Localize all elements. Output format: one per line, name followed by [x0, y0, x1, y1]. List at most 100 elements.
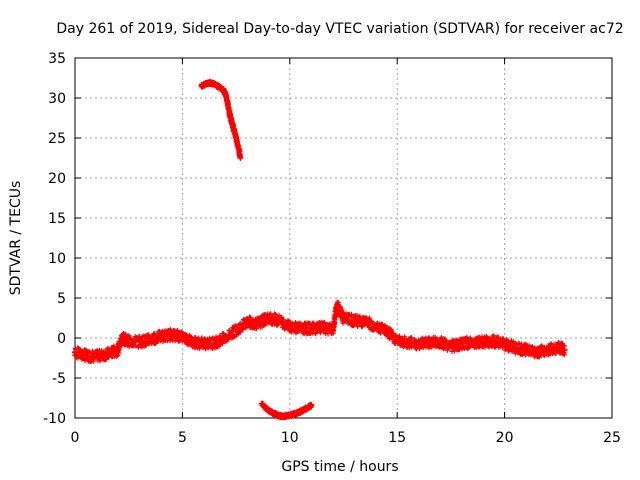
data-point: [394, 337, 401, 344]
data-point: [271, 411, 278, 417]
data-point: [207, 340, 213, 346]
data-point: [220, 87, 227, 93]
y-tick-label: 5: [57, 291, 66, 307]
y-tick-label: 30: [48, 91, 66, 107]
data-point: [253, 326, 259, 332]
data-point: [533, 349, 540, 356]
data-point: [119, 335, 126, 341]
data-point: [168, 331, 175, 338]
data-point: [297, 408, 304, 415]
data-point: [233, 327, 240, 333]
data-point: [114, 347, 121, 353]
data-point: [286, 323, 293, 329]
data-point: [491, 333, 497, 339]
data-point: [235, 143, 242, 149]
grid-lines: [75, 58, 612, 418]
series-upper-arc: [198, 78, 244, 161]
data-point: [222, 335, 229, 341]
axis-ticks: [74, 57, 613, 419]
data-point: [501, 341, 508, 348]
x-tick-label: 25: [603, 430, 621, 446]
data-point: [334, 303, 341, 309]
data-point: [231, 334, 237, 340]
series-lower-arc: [258, 400, 315, 421]
data-point: [512, 344, 519, 351]
x-tick-label: 15: [388, 430, 406, 446]
data-point: [243, 319, 250, 325]
data-point: [211, 81, 218, 88]
data-point: [190, 339, 197, 345]
y-tick-label: -5: [52, 371, 66, 387]
x-tick-label: 20: [496, 430, 514, 446]
data-point: [415, 340, 422, 347]
plot-frame: [74, 57, 613, 419]
data-point: [228, 119, 235, 125]
y-axis-label: SDTVAR / TECUs: [8, 181, 24, 296]
data-point: [237, 155, 244, 161]
data-point: [132, 343, 138, 349]
data-point: [288, 411, 295, 418]
data-point: [276, 317, 283, 324]
data-point: [240, 327, 246, 333]
x-tick-label: 5: [178, 430, 187, 446]
data-point: [340, 315, 347, 321]
data-point: [351, 317, 358, 324]
data-point: [106, 354, 112, 360]
data-point: [539, 343, 545, 349]
data-point: [258, 400, 265, 407]
data-point: [319, 324, 326, 331]
data-point: [480, 339, 487, 345]
data-point: [523, 347, 530, 353]
data-point: [226, 111, 233, 117]
data-point: [128, 335, 134, 341]
data-series: [72, 78, 568, 421]
data-point: [308, 402, 315, 409]
data-point: [297, 325, 304, 332]
data-point: [147, 336, 154, 343]
data-point: [125, 338, 132, 345]
data-point: [426, 339, 433, 345]
data-point: [82, 352, 89, 359]
data-point: [313, 329, 319, 335]
data-point: [104, 351, 111, 357]
data-point: [267, 408, 274, 415]
data-point: [222, 91, 229, 97]
y-tick-label: 10: [48, 251, 66, 267]
data-point: [458, 341, 465, 348]
data-point: [207, 79, 214, 86]
data-point: [97, 358, 103, 364]
data-point: [198, 83, 205, 89]
data-point: [200, 340, 207, 347]
data-point: [273, 312, 279, 318]
data-point: [447, 343, 454, 349]
data-point: [254, 320, 261, 327]
data-point: [444, 347, 450, 353]
data-point: [437, 339, 444, 346]
data-point: [72, 349, 78, 356]
series-main-band: [72, 299, 568, 365]
y-tick-label: 35: [48, 51, 66, 67]
data-point: [388, 327, 394, 333]
x-tick-label: 0: [71, 430, 80, 446]
data-point: [361, 319, 368, 325]
data-point: [544, 347, 551, 353]
data-point: [372, 323, 379, 329]
data-point: [390, 330, 396, 336]
data-point: [179, 333, 186, 340]
y-tick-label: -10: [43, 411, 66, 427]
y-tick-label: 15: [48, 211, 66, 227]
data-point: [516, 340, 522, 346]
data-point: [404, 339, 411, 346]
data-point: [555, 344, 562, 351]
data-point: [469, 339, 476, 345]
data-point: [203, 80, 210, 87]
y-tick-labels: -10 -5 0 5 10 15 20 25 30 35: [43, 51, 66, 427]
data-point: [308, 325, 315, 332]
data-point: [276, 412, 283, 419]
data-point: [122, 331, 128, 337]
data-point: [230, 127, 237, 133]
data-point: [383, 328, 390, 335]
data-point: [561, 352, 567, 358]
data-point: [136, 339, 143, 345]
